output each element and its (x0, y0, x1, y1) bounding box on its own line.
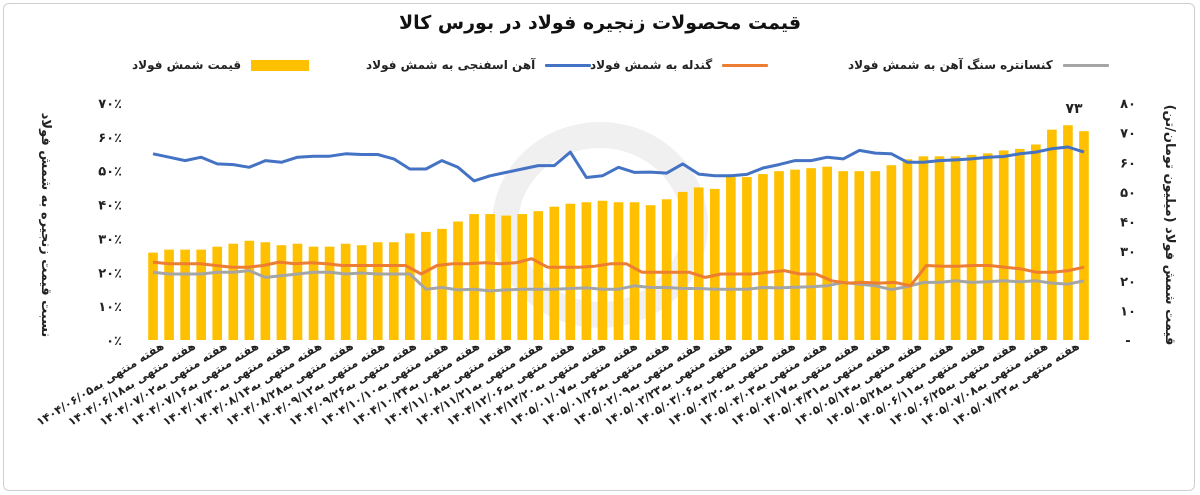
bar (950, 156, 961, 340)
left-tick-label: ۷۰٪ (98, 97, 122, 112)
right-tick-label: ۴۰ (1120, 216, 1136, 231)
bar (822, 166, 832, 340)
bar (709, 188, 720, 340)
bar (886, 165, 897, 340)
bar (726, 177, 736, 340)
bar (613, 202, 624, 340)
series-line (152, 257, 1085, 288)
series-line (152, 145, 1085, 183)
legend-swatch-concentrate (1062, 63, 1109, 67)
bar (292, 243, 303, 340)
right-axis-title: قیمت شمش فولاد (میلیون تومان/تن) (1162, 105, 1177, 346)
right-tick-label: ۲۰ (1120, 275, 1136, 290)
bar (742, 177, 752, 340)
bar (565, 203, 576, 340)
bar (180, 249, 190, 340)
left-axis-title: نسبت قیمت زنجیره به شمش فولاد (38, 113, 53, 338)
bar (356, 245, 367, 340)
bar (790, 169, 800, 340)
bar (212, 246, 223, 340)
right-tick-label: ۳۰ (1120, 245, 1136, 260)
left-tick-label: ۰٪ (106, 334, 122, 349)
bar (244, 240, 255, 340)
bar (677, 191, 688, 340)
bar (693, 187, 704, 340)
bar (549, 206, 560, 340)
legend-swatch-billet (251, 59, 310, 71)
bar (308, 246, 319, 340)
bar (324, 246, 335, 340)
legend-item-concentrate: کنسانتره سنگ آهن به شمش فولاد (848, 58, 1109, 72)
left-tick-label: ۶۰٪ (98, 131, 122, 146)
legend-item-billet: قیمت شمش فولاد (132, 58, 310, 72)
bar (597, 200, 608, 340)
legend-label-billet: قیمت شمش فولاد (132, 58, 242, 72)
peak-value-label: ۷۳ (1065, 101, 1083, 117)
bar (517, 214, 528, 340)
bar (918, 156, 929, 340)
bar (405, 233, 415, 340)
bar (340, 243, 351, 340)
bar (1079, 131, 1089, 340)
bar (260, 242, 271, 340)
legend-label-pellet: گندله به شمش فولاد (590, 58, 713, 72)
bar (806, 168, 816, 340)
left-tick-label: ۲۰٪ (98, 266, 122, 281)
bar (870, 171, 881, 340)
legend-item-pellet: گندله به شمش فولاد (590, 58, 769, 72)
bar (661, 199, 672, 340)
bar (629, 202, 640, 340)
bar (372, 242, 383, 340)
left-tick-label: ۵۰٪ (98, 165, 122, 180)
bar (581, 202, 592, 340)
bar (998, 150, 1009, 340)
right-tick-label: ۱۰ (1120, 304, 1136, 319)
bar (453, 221, 463, 340)
bar (1014, 148, 1025, 340)
bar (982, 153, 993, 340)
bar (838, 171, 849, 340)
bar (276, 245, 287, 340)
bar (1063, 125, 1073, 340)
bar (469, 214, 479, 340)
bar (501, 215, 511, 340)
bar (1047, 129, 1057, 340)
legend-swatch-dri (545, 63, 592, 67)
series-line (152, 269, 1085, 293)
bar (774, 171, 784, 340)
bar (533, 211, 544, 340)
bar (485, 214, 495, 340)
bar (437, 228, 447, 340)
legend-swatch-pellet (722, 63, 769, 67)
bar (934, 156, 945, 340)
right-tick-label: ۶۰ (1120, 156, 1136, 171)
bar (388, 242, 399, 340)
bar (164, 249, 174, 340)
right-tick-label: ۸۰ (1120, 97, 1136, 112)
bar (421, 231, 431, 340)
legend-label-concentrate: کنسانتره سنگ آهن به شمش فولاد (848, 58, 1053, 72)
legend-item-dri: آهن اسفنجی به شمش فولاد (366, 58, 592, 72)
bar (854, 171, 865, 340)
bar (196, 249, 206, 340)
bar (1031, 144, 1041, 340)
bar (148, 252, 158, 340)
bar (902, 159, 913, 340)
left-tick-label: ۱۰٪ (98, 300, 122, 315)
bar (228, 243, 239, 340)
right-tick-label: ۵۰ (1120, 186, 1136, 201)
legend-label-dri: آهن اسفنجی به شمش فولاد (366, 58, 536, 72)
right-tick-label: - (1125, 334, 1130, 349)
left-tick-label: ۳۰٪ (98, 232, 122, 247)
bar (966, 154, 977, 340)
chart-title: قیمت محصولات زنجیره فولاد در بورس کالا (398, 12, 802, 34)
left-tick-label: ۴۰٪ (98, 199, 122, 214)
right-tick-label: ۷۰ (1120, 127, 1136, 142)
bar (758, 174, 768, 340)
